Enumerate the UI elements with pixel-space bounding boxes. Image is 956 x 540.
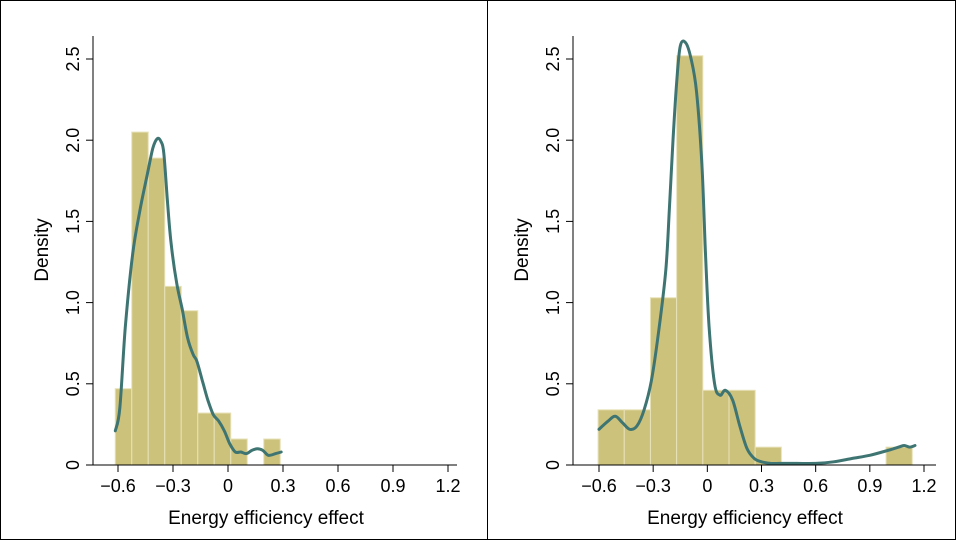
right-y-tick-label: 0 xyxy=(543,460,563,470)
left-x-tick-label: 0.6 xyxy=(325,476,350,496)
right-x-ticks: −0.6 −0.3 0 0.3 0.6 0.9 1.2 xyxy=(581,465,937,496)
left-panel: 0 0.5 1.0 1.5 2.0 2.5 −0.6 −0.3 0 0.3 0.6 0.9 1.2 E… xyxy=(0,0,488,540)
left-histogram-bar xyxy=(180,310,199,466)
right-y-tick-label: 2.0 xyxy=(543,128,563,153)
right-panel: 0 0.5 1.0 1.5 2.0 2.5 −0.6 −0.3 0 0.3 0.6 0.9 1.2 E… xyxy=(487,0,956,540)
right-y-tick-label: 2.5 xyxy=(543,46,563,71)
left-x-tick-label: 0.3 xyxy=(270,476,295,496)
left-y-tick-label: 2.0 xyxy=(63,128,83,153)
left-x-tick-label: −0.6 xyxy=(100,476,136,496)
left-histogram-bar xyxy=(197,412,215,466)
left-x-tick-label: 0 xyxy=(223,476,233,496)
right-kde-curve xyxy=(597,39,917,465)
right-x-tick-label: 0.3 xyxy=(749,476,774,496)
right-x-tick-label: 0 xyxy=(702,476,712,496)
left-y-axis-title: Density xyxy=(32,218,53,282)
left-y-tick-label: 1.5 xyxy=(63,209,83,234)
right-histogram-bar xyxy=(623,409,651,466)
left-y-tick-label: 2.5 xyxy=(63,46,83,71)
right-x-tick-label: 0.6 xyxy=(803,476,828,496)
left-x-ticks: −0.6 −0.3 0 0.3 0.6 0.9 1.2 xyxy=(100,465,461,496)
left-plot-bars xyxy=(114,131,281,466)
right-x-tick-label: −0.3 xyxy=(635,476,671,496)
left-histogram-bar xyxy=(147,157,166,466)
right-histogram-bar xyxy=(702,389,730,466)
left-x-tick-label: −0.3 xyxy=(155,476,191,496)
left-y-tick-label: 1.0 xyxy=(63,290,83,315)
right-y-tick-label: 1.5 xyxy=(543,209,563,234)
right-x-tick-label: −0.6 xyxy=(581,476,617,496)
left-kde-curve xyxy=(113,136,283,457)
left-y-ticks: 0 0.5 1.0 1.5 2.0 2.5 xyxy=(63,46,93,470)
right-y-axis-title: Density xyxy=(512,218,533,282)
left-x-axis-title: Energy efficiency effect xyxy=(168,508,364,529)
left-x-tick-label: 0.9 xyxy=(380,476,405,496)
right-y-tick-label: 1.0 xyxy=(543,290,563,315)
right-y-ticks: 0 0.5 1.0 1.5 2.0 2.5 xyxy=(543,46,573,470)
left-y-tick-label: 0 xyxy=(63,460,83,470)
left-histogram-bar xyxy=(164,285,182,466)
right-histogram-bar xyxy=(649,297,678,466)
left-y-tick-label: 0.5 xyxy=(63,371,83,396)
right-x-tick-label: 1.2 xyxy=(911,476,936,496)
left-x-tick-label: 1.2 xyxy=(435,476,460,496)
right-x-axis-title: Energy efficiency effect xyxy=(647,508,843,529)
right-x-tick-label: 0.9 xyxy=(857,476,882,496)
right-y-tick-label: 0.5 xyxy=(543,371,563,396)
